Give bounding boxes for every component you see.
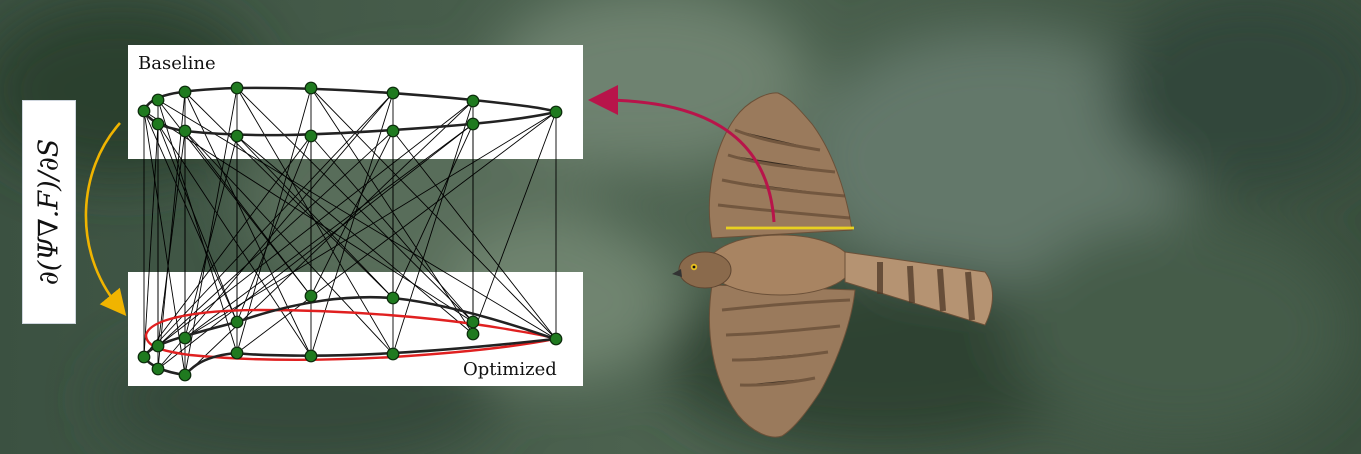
- optimized-airfoil-curve: [144, 308, 560, 361]
- mesh-line: [236, 111, 557, 354]
- optimized-mesh-curve: [142, 295, 556, 377]
- baseline-node: [178, 124, 192, 138]
- mesh-line: [236, 87, 312, 354]
- mesh-line: [143, 123, 159, 358]
- mesh-line: [392, 100, 474, 355]
- baseline-node: [466, 94, 480, 108]
- mesh-line: [310, 87, 557, 340]
- baseline-node: [386, 124, 400, 138]
- mesh-line: [157, 130, 394, 347]
- mesh-line: [184, 130, 312, 297]
- mesh-line: [236, 87, 474, 323]
- mesh-line: [184, 123, 474, 339]
- mesh-line: [157, 99, 557, 340]
- baseline-node: [178, 85, 192, 99]
- mesh-line: [310, 87, 474, 335]
- mesh-line: [392, 130, 557, 340]
- mesh-line: [184, 130, 394, 355]
- optimized-node: [304, 349, 318, 363]
- mesh-line: [236, 135, 312, 323]
- baseline-node: [304, 81, 318, 95]
- mesh-line: [157, 91, 186, 370]
- mesh-line: [157, 100, 474, 347]
- mesh-line: [143, 135, 312, 358]
- optimized-node: [230, 315, 244, 329]
- optimized-node: [466, 327, 480, 341]
- hawk-in-flight-icon: [672, 92, 993, 438]
- optimized-node: [151, 362, 165, 376]
- formula-box: ∂(Ψ∇.F)/∂S: [22, 100, 76, 324]
- optimized-node: [386, 347, 400, 361]
- mesh-line: [392, 123, 474, 299]
- mesh-line: [236, 135, 394, 299]
- mesh-line: [184, 91, 312, 357]
- derivative-arrow: [84, 122, 127, 317]
- mesh-line: [236, 87, 394, 355]
- mesh-line: [143, 92, 394, 358]
- optimized-node: [151, 339, 165, 353]
- optimized-node: [178, 368, 192, 382]
- baseline-label: Baseline: [138, 53, 216, 74]
- mesh-line: [157, 123, 312, 357]
- baseline-node: [151, 117, 165, 131]
- mesh-line: [184, 135, 238, 339]
- baseline-node: [137, 104, 151, 118]
- optimized-label: Optimized: [463, 359, 557, 380]
- optimized-node: [466, 315, 480, 329]
- optimized-node: [178, 331, 192, 345]
- baseline-node: [230, 81, 244, 95]
- connection-mesh: [143, 87, 557, 376]
- mesh-line: [184, 111, 557, 339]
- mesh-line: [157, 92, 394, 370]
- mesh-line: [143, 110, 238, 323]
- mesh-line: [236, 135, 474, 335]
- optimized-node: [386, 291, 400, 305]
- mesh-line: [157, 123, 238, 323]
- optimized-node: [230, 346, 244, 360]
- mesh-line: [184, 100, 474, 376]
- mesh-line: [157, 130, 186, 347]
- optimized-node: [549, 332, 563, 346]
- baseline-node: [230, 129, 244, 143]
- mesh-line: [310, 135, 474, 323]
- baseline-node: [549, 105, 563, 119]
- optimized-node: [137, 350, 151, 364]
- baseline-node: [304, 129, 318, 143]
- mesh-line: [472, 111, 557, 335]
- mesh-line: [143, 110, 186, 376]
- baseline-node: [386, 86, 400, 100]
- optimized-node: [304, 289, 318, 303]
- baseline-node: [466, 117, 480, 131]
- mesh-line: [184, 91, 394, 299]
- baseline-nodes: [137, 81, 563, 143]
- baseline-node: [151, 93, 165, 107]
- optimized-nodes: [137, 289, 563, 382]
- hawk-to-baseline-arrow: [588, 85, 776, 223]
- baseline-panel: [128, 45, 583, 159]
